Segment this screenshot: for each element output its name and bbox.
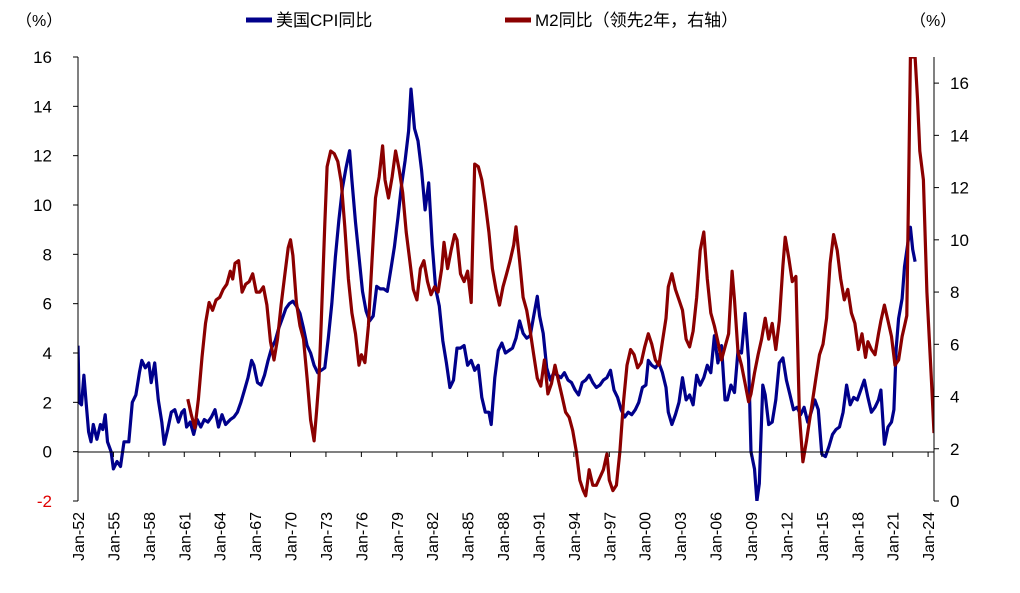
- x-tick-label: Jan-00: [638, 512, 655, 561]
- plot-area: [78, 57, 934, 501]
- right-tick-label: 16: [950, 74, 969, 93]
- right-tick-label: 2: [950, 440, 959, 459]
- x-tick-label: Jan-85: [461, 512, 478, 561]
- x-tick-label: Jan-55: [106, 512, 123, 561]
- left-tick-label: 12: [33, 147, 52, 166]
- cpi-series-line: [78, 87, 917, 501]
- x-tick-label: Jan-21: [886, 512, 903, 561]
- right-axis-unit: （%）: [910, 12, 956, 30]
- right-tick-label: 0: [950, 492, 959, 511]
- legend-label-cpi: 美国CPI同比: [276, 11, 372, 30]
- x-tick-label: Jan-88: [496, 512, 513, 561]
- right-tick-label: 4: [950, 388, 959, 407]
- x-tick-label: Jan-76: [354, 512, 371, 561]
- right-tick-label: 8: [950, 283, 959, 302]
- left-tick-label: 6: [43, 295, 52, 314]
- left-tick-label: 10: [33, 196, 52, 215]
- x-tick-label: Jan-91: [531, 512, 548, 561]
- left-axis-unit: （%）: [16, 12, 62, 30]
- left-tick-label: 16: [33, 48, 52, 67]
- axes: -2 0 2 4 6 8 10 12 14 16 0 2 4 6 8 10 12 14 16 Jan-52 Jan-55…: [33, 48, 969, 561]
- right-tick-label: 10: [950, 231, 969, 250]
- x-tick-label: Jan-09: [744, 512, 761, 561]
- left-tick-label: 8: [43, 245, 52, 264]
- x-tick-label: Jan-94: [567, 512, 584, 561]
- x-tick-label: Jan-24: [921, 512, 938, 561]
- legend-label-m2: M2同比（领先2年，右轴）: [535, 11, 738, 30]
- left-tick-label: 4: [43, 344, 52, 363]
- right-tick-label: 14: [950, 126, 969, 145]
- right-tick-label: 6: [950, 335, 959, 354]
- x-tick-label: Jan-73: [319, 512, 336, 561]
- x-tick-label: Jan-79: [390, 512, 407, 561]
- x-tick-label: Jan-61: [177, 512, 194, 561]
- x-tick-label: Jan-58: [142, 512, 159, 561]
- x-tick-label: Jan-64: [213, 512, 230, 561]
- x-tick-label: Jan-06: [709, 512, 726, 561]
- x-tick-label: Jan-70: [284, 512, 301, 561]
- x-tick-label: Jan-52: [71, 512, 88, 561]
- x-tick-label: Jan-97: [602, 512, 619, 561]
- left-tick-label: -2: [37, 492, 52, 511]
- x-tick-label: Jan-15: [815, 512, 832, 561]
- left-tick-label: 2: [43, 393, 52, 412]
- x-tick-label: Jan-82: [425, 512, 442, 561]
- right-tick-label: 12: [950, 179, 969, 198]
- legend: 美国CPI同比 M2同比（领先2年，右轴）: [246, 11, 738, 30]
- x-tick-label: Jan-03: [673, 512, 690, 561]
- m2-series-line: [186, 57, 934, 498]
- x-tick-label: Jan-67: [248, 512, 265, 561]
- left-tick-label: 0: [43, 443, 52, 462]
- left-tick-label: 14: [33, 97, 52, 116]
- x-tick-label: Jan-12: [779, 512, 796, 561]
- x-tick-label: Jan-18: [850, 512, 867, 561]
